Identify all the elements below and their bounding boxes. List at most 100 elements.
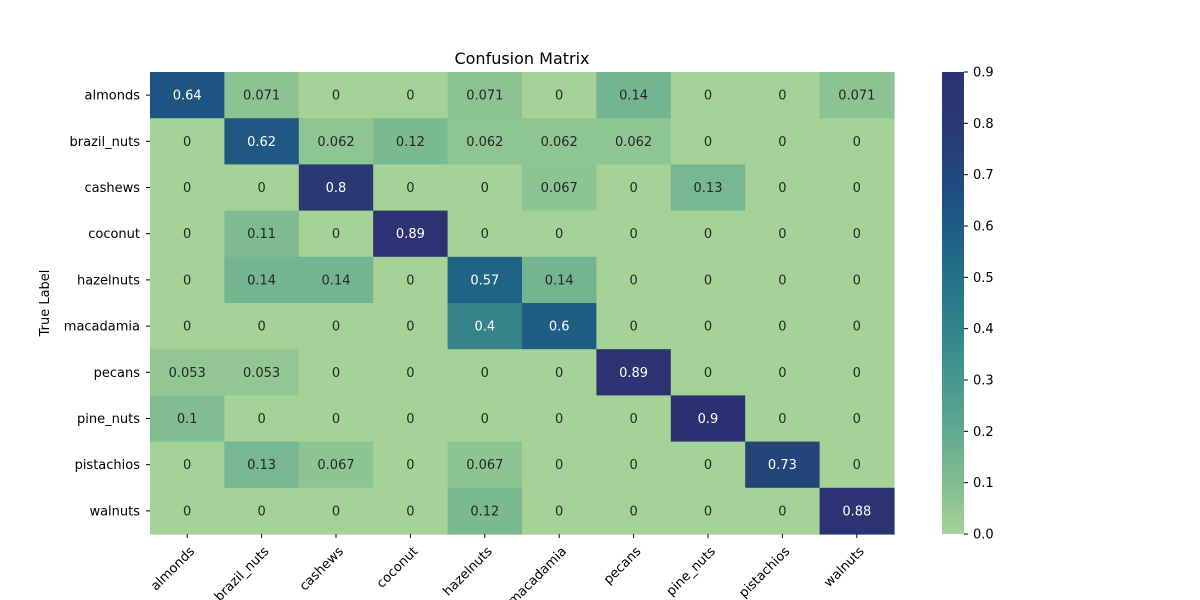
colorbar-tick-label: 0.6 xyxy=(973,220,994,235)
heatmap-cell xyxy=(596,72,672,119)
cell-value-label: 0.14 xyxy=(545,273,574,288)
heatmap-cell xyxy=(670,395,746,443)
y-tick-label: pine_nuts xyxy=(77,412,140,427)
heatmap-cell xyxy=(447,441,523,489)
heatmap-cell xyxy=(373,118,449,165)
heatmap-cell xyxy=(745,349,821,396)
cell-value-label: 0 xyxy=(332,504,340,519)
heatmap-cell xyxy=(522,210,597,258)
heatmap-cell xyxy=(150,72,225,119)
heatmap-cell xyxy=(224,256,300,304)
y-tick-label: brazil_nuts xyxy=(70,135,141,150)
x-axis-ticks: almonds brazil_nuts cashews coconut hazelnut… xyxy=(148,534,868,600)
cell-value-label: 0.64 xyxy=(173,89,202,104)
y-tick-label: coconut xyxy=(88,227,140,242)
cell-value-label: 0.88 xyxy=(842,504,871,519)
cell-value-label: 0 xyxy=(629,504,637,519)
heatmap-cell xyxy=(224,164,300,212)
heatmap-cell xyxy=(596,164,672,212)
x-tick-label: almonds xyxy=(148,544,198,594)
cell-value-label: 0 xyxy=(853,412,861,427)
heatmap-cell xyxy=(224,118,300,165)
heatmap-cell xyxy=(819,349,895,396)
colorbar-tick-label: 0.2 xyxy=(973,425,994,440)
heatmap-cell xyxy=(373,487,449,535)
heatmap-cell xyxy=(298,256,374,304)
cell-value-label: 0 xyxy=(778,504,786,519)
heatmap-cell xyxy=(150,303,225,350)
cell-value-label: 0.62 xyxy=(247,135,276,150)
cell-value-label: 0.6 xyxy=(549,320,570,335)
heatmap-cell xyxy=(745,118,821,165)
colorbar-gradient xyxy=(942,72,964,534)
x-tick-label: walnuts xyxy=(821,544,868,591)
heatmap-cell xyxy=(819,395,895,443)
colorbar-tick-label: 0.7 xyxy=(973,168,994,183)
colorbar-tick-label: 0.9 xyxy=(973,66,994,81)
cell-value-label: 0 xyxy=(629,458,637,473)
cell-value-label: 0 xyxy=(555,227,563,242)
heatmap-cell xyxy=(522,349,597,396)
heatmap-cell xyxy=(522,441,597,489)
heatmap-cell xyxy=(298,395,374,443)
cell-value-label: 0 xyxy=(778,366,786,381)
cell-value-label: 0 xyxy=(853,135,861,150)
heatmap-cell xyxy=(670,210,746,258)
heatmap-cell xyxy=(745,210,821,258)
heatmap-cell xyxy=(150,441,225,489)
heatmap-cell xyxy=(298,441,374,489)
heatmap-cell xyxy=(447,256,523,304)
cell-value-label: 0.89 xyxy=(619,366,648,381)
cell-value-label: 0 xyxy=(183,320,191,335)
y-axis-label: True Label xyxy=(38,270,53,338)
y-tick-label: macadamia xyxy=(64,320,140,335)
cell-value-label: 0 xyxy=(183,181,191,196)
heatmap-cell xyxy=(150,487,225,535)
cell-value-label: 0 xyxy=(481,227,489,242)
heatmap-cell xyxy=(447,395,523,443)
cell-value-label: 0 xyxy=(853,273,861,288)
cell-value-label: 0 xyxy=(778,135,786,150)
cell-value-label: 0 xyxy=(332,320,340,335)
cell-value-label: 0.13 xyxy=(247,458,276,473)
cell-value-label: 0.1 xyxy=(177,412,198,427)
cell-value-label: 0.73 xyxy=(768,458,797,473)
heatmap-cell xyxy=(447,349,523,396)
y-tick-label: pecans xyxy=(94,366,141,381)
heatmap-cell xyxy=(745,256,821,304)
cell-value-label: 0.14 xyxy=(619,89,648,104)
heatmap-cell xyxy=(670,441,746,489)
cell-value-label: 0 xyxy=(332,227,340,242)
cell-value-label: 0 xyxy=(257,412,265,427)
x-tick-label: pine_nuts xyxy=(664,544,719,599)
cell-value-label: 0 xyxy=(778,273,786,288)
heatmap-cell xyxy=(150,349,225,396)
y-tick-label: almonds xyxy=(85,89,141,104)
cell-value-label: 0.067 xyxy=(317,458,354,473)
cell-value-label: 0 xyxy=(704,135,712,150)
cell-value-label: 0.071 xyxy=(466,89,503,104)
heatmap-cell xyxy=(298,72,374,119)
cell-value-label: 0 xyxy=(778,412,786,427)
cell-value-label: 0 xyxy=(853,227,861,242)
cell-value-label: 0 xyxy=(778,181,786,196)
cell-value-label: 0 xyxy=(406,89,414,104)
heatmap-cell xyxy=(373,256,449,304)
heatmap-cell xyxy=(373,303,449,350)
cell-value-label: 0 xyxy=(853,320,861,335)
x-tick-label: brazil_nuts xyxy=(212,544,273,600)
heatmap-cell xyxy=(596,487,672,535)
heatmap-cell xyxy=(298,118,374,165)
heatmap-cell xyxy=(224,349,300,396)
heatmap-cell xyxy=(522,256,597,304)
heatmap-grid: 0.64 0.071 0 0 0.071 0 0.14 0 0 0.071 0 0.62 0.062 0.… xyxy=(150,72,895,535)
cell-value-label: 0 xyxy=(183,227,191,242)
cell-value-label: 0 xyxy=(704,89,712,104)
cell-value-label: 0.13 xyxy=(694,181,723,196)
colorbar-tick-label: 0.4 xyxy=(973,322,994,337)
heatmap-cell xyxy=(224,441,300,489)
heatmap-cell xyxy=(745,303,821,350)
cell-value-label: 0.071 xyxy=(243,89,280,104)
